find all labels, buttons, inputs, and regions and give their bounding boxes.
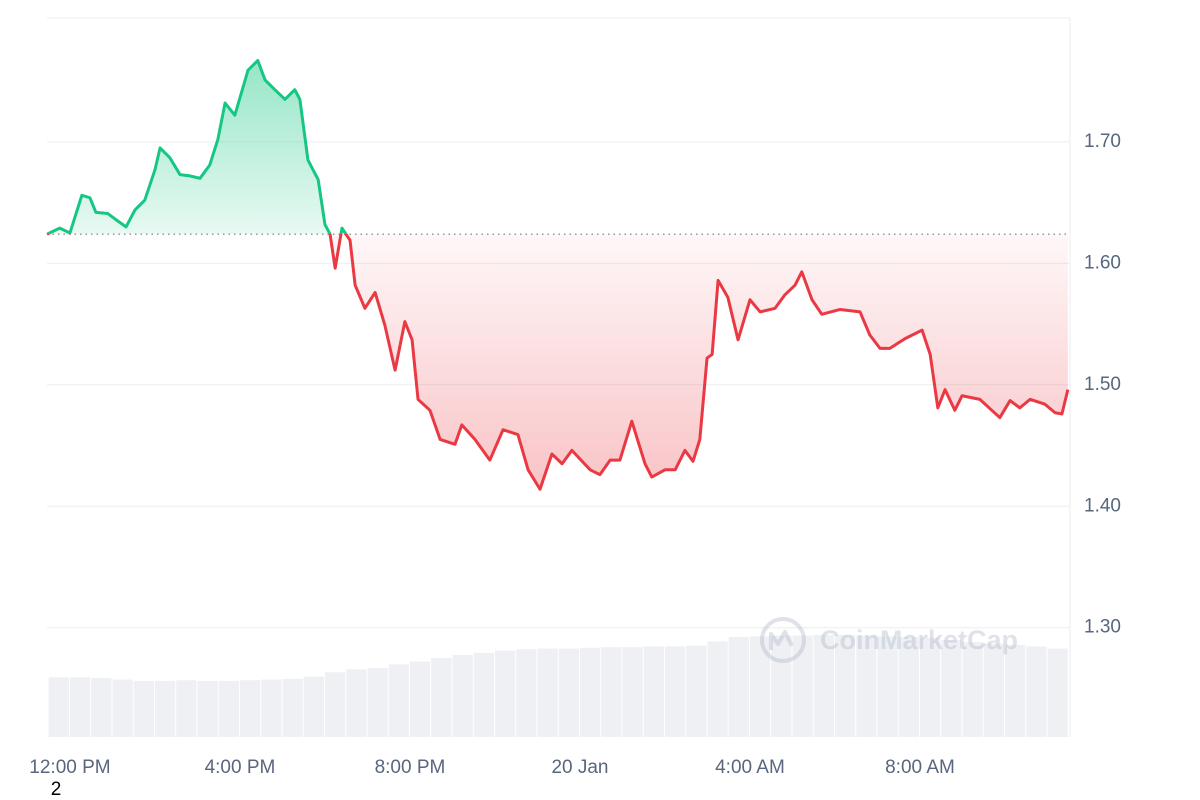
- x-tick-label: 20 Jan: [551, 757, 608, 778]
- volume-bar: [919, 637, 941, 737]
- volume-bar: [558, 648, 579, 737]
- area-fill: [47, 60, 1068, 490]
- volume-bar: [324, 672, 346, 737]
- volume-bar: [494, 650, 516, 737]
- volume-bar: [834, 634, 856, 737]
- watermark-logo: [760, 617, 806, 663]
- volume-bar: [388, 664, 409, 737]
- price-line: [46, 59, 1070, 491]
- watermark-logo-mark: [769, 630, 794, 650]
- volume-bar: [856, 635, 877, 737]
- volume-bar: [218, 680, 239, 737]
- footnote: 2: [51, 779, 62, 800]
- volume-bar: [367, 667, 388, 737]
- x-tick-label: 4:00 PM: [205, 757, 276, 778]
- x-tick-label: 4:00 AM: [715, 757, 785, 778]
- volume-bar: [176, 680, 197, 737]
- volume-bar: [1004, 644, 1026, 737]
- volume-bar: [792, 635, 813, 737]
- volume-bar: [728, 637, 749, 737]
- volume-bar: [303, 676, 324, 737]
- x-tick-label: 8:00 AM: [885, 757, 955, 778]
- volume-bar: [154, 680, 176, 737]
- y-tick-label: 1.70: [1084, 131, 1121, 152]
- volume-bar: [941, 639, 962, 737]
- volume-bar: [622, 647, 643, 737]
- watermark: CoinMarketCap: [760, 617, 1018, 663]
- volume-bar: [601, 647, 622, 737]
- volume-bar: [112, 679, 133, 737]
- volume-bar: [431, 657, 452, 737]
- y-tick-label: 1.50: [1084, 374, 1121, 395]
- volume-bar: [537, 648, 558, 737]
- volume-bar: [261, 679, 282, 737]
- y-tick-label: 1.30: [1084, 617, 1121, 638]
- y-tick-label: 1.40: [1084, 495, 1121, 516]
- volume-bar: [409, 661, 431, 737]
- volume-bar: [239, 680, 261, 737]
- volume-bar: [813, 634, 834, 737]
- y-tick-label: 1.60: [1084, 252, 1121, 273]
- volume-bar: [579, 647, 601, 737]
- volume-bar: [91, 678, 112, 737]
- volume-bar: [1026, 646, 1047, 737]
- watermark-text: CoinMarketCap: [820, 625, 1018, 655]
- volume-bar: [771, 635, 792, 737]
- volume-bar: [643, 646, 664, 737]
- volume-bar: [877, 636, 898, 737]
- volume-bar: [707, 641, 728, 737]
- x-tick-label: 12:00 PM: [29, 757, 110, 778]
- volume-bar: [962, 642, 983, 737]
- volume-bar: [898, 637, 919, 737]
- volume-bar: [516, 649, 537, 737]
- volume-bar: [452, 655, 473, 737]
- volume-bar: [133, 680, 154, 737]
- volume-bar: [473, 652, 494, 737]
- volume-bar: [749, 636, 771, 737]
- volume-bar: [282, 678, 303, 737]
- volume-bar: [197, 680, 218, 737]
- volume-bar: [664, 646, 686, 737]
- volume-bar: [48, 677, 69, 737]
- volume-bar: [69, 677, 91, 737]
- volume-bar: [686, 645, 707, 737]
- volume-bar: [983, 643, 1004, 737]
- volume-bar: [1047, 648, 1068, 737]
- volume-bar: [346, 669, 367, 737]
- x-tick-label: 8:00 PM: [375, 757, 446, 778]
